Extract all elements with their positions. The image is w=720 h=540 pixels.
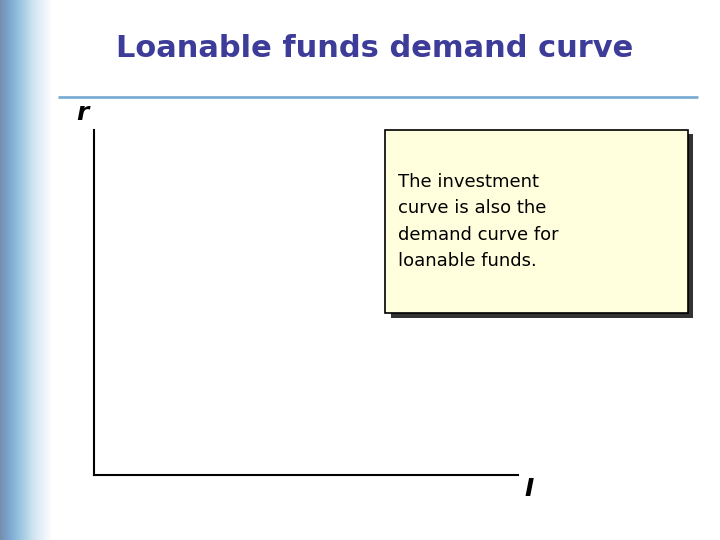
FancyBboxPatch shape	[391, 134, 693, 318]
FancyBboxPatch shape	[385, 130, 688, 313]
Text: r: r	[76, 102, 89, 125]
Text: Loanable funds demand curve: Loanable funds demand curve	[116, 34, 633, 63]
Text: The investment
curve is also the
demand curve for
loanable funds.: The investment curve is also the demand …	[398, 173, 559, 270]
Text: I: I	[525, 477, 534, 501]
